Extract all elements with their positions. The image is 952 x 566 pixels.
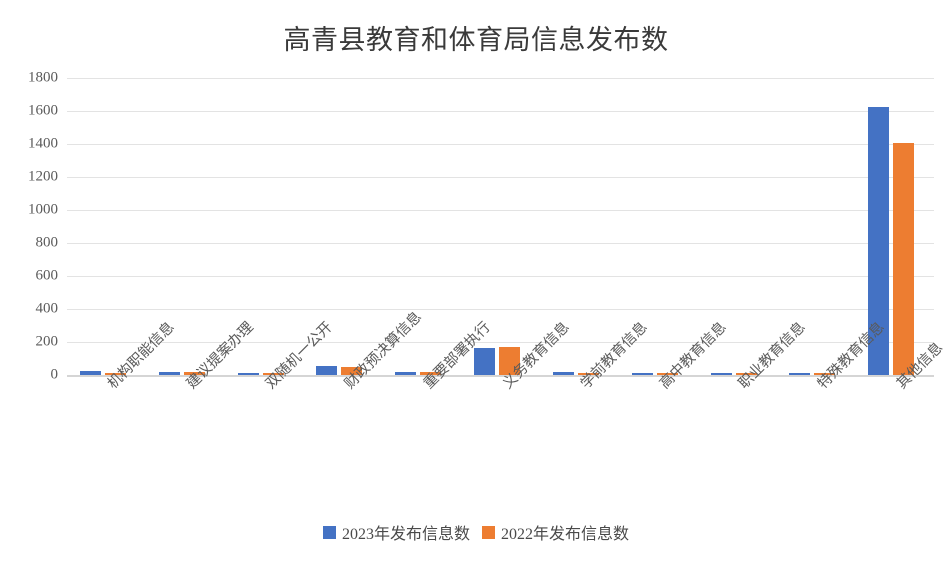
legend-item[interactable]: 2023年发布信息数 [322, 520, 470, 544]
bar[interactable] [341, 366, 363, 375]
y-tick-label: 600 [35, 267, 59, 284]
legend-swatch-icon [482, 525, 495, 539]
bar[interactable] [420, 372, 442, 375]
x-tick-label: 义务教育信息 [499, 319, 573, 393]
axis-baseline [67, 375, 934, 377]
gridline [67, 78, 934, 79]
y-tick-label: 1800 [28, 69, 58, 86]
gridline [67, 111, 934, 112]
bar[interactable] [105, 372, 126, 375]
y-tick-label: 1000 [28, 201, 58, 218]
bar[interactable] [710, 372, 732, 375]
plot-area [67, 78, 934, 377]
y-tick-label: 1400 [28, 135, 58, 152]
legend-swatch-icon [322, 525, 336, 539]
legend-label: 2023年发布信息数 [341, 526, 470, 543]
bar[interactable] [735, 372, 757, 375]
gridline [67, 342, 934, 343]
bar-group [855, 78, 934, 375]
gridline [67, 144, 934, 145]
legend-item[interactable]: 2022年发布信息数 [482, 520, 629, 544]
x-tick-label: 高中教育信息 [656, 319, 730, 393]
chart-legend: 2023年发布信息数 2022年发布信息数 [0, 520, 952, 544]
bar[interactable] [868, 106, 890, 375]
gridline [67, 243, 934, 244]
bar-group [540, 78, 619, 375]
bar[interactable] [893, 143, 915, 375]
gridline [67, 210, 934, 211]
bar-group [461, 78, 540, 375]
x-tick-label: 重要部署执行 [420, 319, 494, 393]
bar[interactable] [237, 373, 259, 375]
bar[interactable] [577, 372, 599, 375]
bar-group [776, 78, 855, 375]
x-tick-label: 其他信息 [893, 339, 946, 393]
bar[interactable] [474, 347, 496, 375]
bar-group [67, 78, 146, 375]
gridline [67, 177, 934, 178]
bar-group [619, 78, 698, 375]
gridline [67, 309, 934, 310]
x-tick-label: 职业教育信息 [735, 319, 809, 393]
bars-layer [67, 78, 934, 375]
bar[interactable] [499, 347, 521, 375]
x-axis: 机构职能信息 建议提案办理 双随机一公开 财政预决算信息 重要部署执行 义务教育信息 学前教… [67, 309, 946, 506]
bar[interactable] [789, 372, 811, 375]
y-axis: 0 200 400 600 800 1000 1200 1400 1600 1800 [0, 70, 59, 382]
x-tick-label: 财政预决算信息 [341, 309, 425, 393]
legend-label: 2022年发布信息数 [501, 526, 630, 543]
bar[interactable] [552, 371, 574, 375]
y-tick-label: 200 [35, 333, 59, 350]
bar[interactable] [80, 371, 101, 375]
y-tick-label: 0 [50, 366, 59, 383]
x-tick-label: 学前教育信息 [578, 319, 651, 393]
bar[interactable] [656, 372, 678, 375]
bar-group [382, 78, 461, 375]
x-tick-label: 建议提案办理 [184, 319, 257, 393]
y-tick-label: 1600 [28, 102, 58, 119]
y-tick-label: 400 [35, 300, 59, 317]
bar-group [698, 78, 777, 375]
bar[interactable] [158, 371, 180, 375]
bar[interactable] [183, 371, 205, 375]
bar[interactable] [814, 373, 836, 375]
bar[interactable] [262, 372, 284, 375]
x-tick-label: 机构职能信息 [105, 319, 179, 393]
bar-group [303, 78, 382, 375]
gridline [67, 276, 934, 277]
bar[interactable] [395, 371, 417, 375]
x-tick-label: 双随机一公开 [262, 319, 336, 393]
chart-title: 高青县教育和体育局信息发布数 [283, 25, 669, 55]
bar-group [225, 78, 304, 375]
y-tick-label: 800 [35, 234, 59, 251]
bar[interactable] [631, 372, 653, 375]
bar-group [146, 78, 225, 375]
x-tick-label: 特殊教育信息 [814, 319, 888, 393]
y-tick-label: 1200 [28, 168, 58, 185]
bar[interactable] [316, 366, 338, 375]
